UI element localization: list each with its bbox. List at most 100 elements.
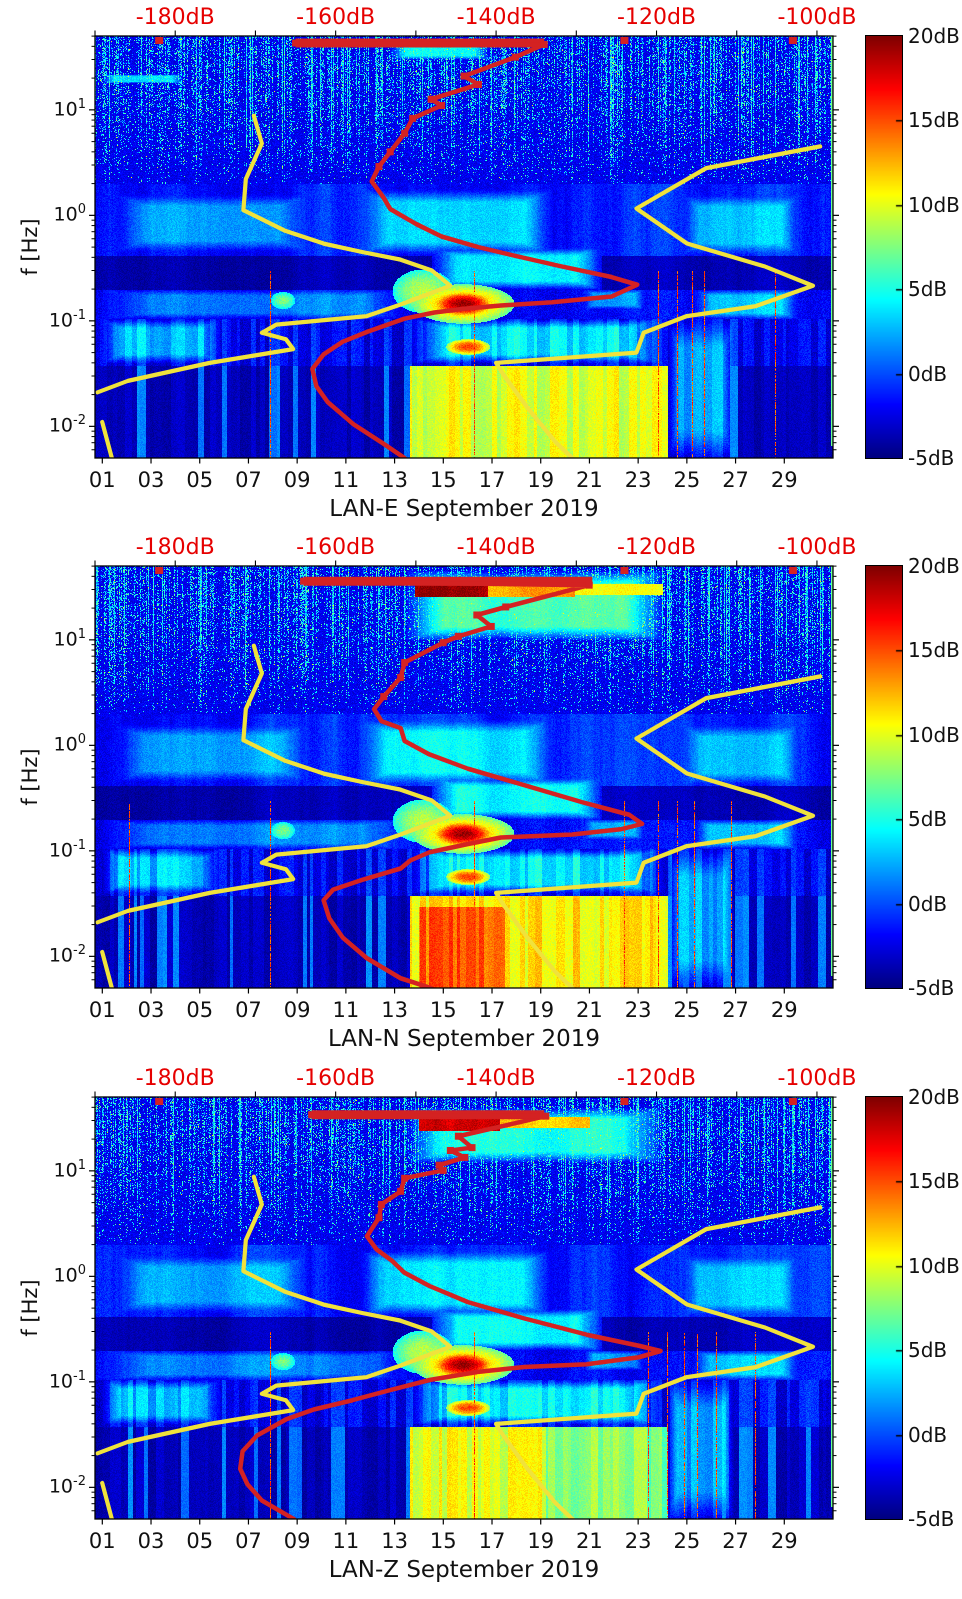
y-tick-label: 101	[8, 627, 86, 650]
x-tick-label: 23	[624, 1529, 652, 1553]
top-axis-label: -180dB	[135, 535, 215, 560]
y-tick-base: 10	[48, 944, 74, 967]
x-tick-label: 25	[673, 468, 701, 492]
colorbar-label: 20dB	[908, 554, 960, 578]
x-tick-label: 13	[381, 1529, 408, 1553]
top-axis-label: -160dB	[296, 535, 376, 560]
top-axis-label: -140dB	[456, 1066, 536, 1091]
x-tick-label: 05	[186, 1529, 214, 1553]
top-axis-label: -180dB	[135, 5, 215, 30]
colorbar-lan-n	[865, 565, 903, 989]
top-axis-label: -120dB	[617, 5, 697, 30]
x-tick-label: 09	[283, 468, 311, 492]
y-tick-base: 10	[53, 1264, 78, 1287]
y-tick-exponent: 0	[77, 732, 86, 748]
top-axis-label: -100dB	[777, 1066, 857, 1091]
x-tick-label: 03	[137, 468, 165, 492]
top-axis-label: -140dB	[456, 535, 536, 560]
x-tick-label: 01	[88, 1529, 116, 1553]
colorbar-label: -5dB	[908, 1507, 955, 1531]
colorbar-label: 20dB	[908, 24, 960, 48]
x-tick-label: 09	[283, 998, 311, 1022]
x-tick-label: 21	[576, 1529, 603, 1553]
x-tick-label: 15	[429, 468, 457, 492]
colorbar-label: 5dB	[908, 1338, 948, 1363]
colorbar-label: 10dB	[908, 192, 960, 217]
y-tick-label: 10-2	[8, 1474, 86, 1497]
y-axis-label: f [Hz]	[18, 1279, 42, 1337]
colorbar-label: 5dB	[908, 807, 948, 832]
y-tick-label: 10-2	[8, 413, 86, 436]
y-tick-base: 10	[53, 1159, 78, 1182]
x-tick-label: 27	[722, 468, 749, 492]
y-tick-exponent: 1	[77, 96, 86, 112]
y-tick-base: 10	[53, 628, 78, 651]
x-tick-label: 29	[770, 998, 798, 1022]
colorbar-label: 0dB	[908, 1422, 948, 1447]
colorbar-label: 20dB	[908, 1085, 960, 1109]
y-tick-exponent: -1	[73, 1368, 86, 1384]
y-tick-base: 10	[48, 309, 74, 332]
x-tick-label: 05	[186, 468, 214, 492]
x-tick-label: 13	[381, 468, 408, 492]
y-tick-label: 100	[8, 1263, 86, 1286]
x-tick-label: 07	[235, 998, 262, 1022]
y-tick-base: 10	[48, 1475, 74, 1498]
x-tick-label: 05	[186, 998, 214, 1022]
top-axis-label: -180dB	[135, 1066, 215, 1091]
y-tick-label: 101	[8, 97, 86, 120]
x-tick-label: 19	[527, 1529, 555, 1553]
y-tick-base: 10	[48, 839, 74, 862]
top-axis-label: -160dB	[296, 1066, 376, 1091]
colorbar-label: -5dB	[908, 446, 955, 470]
x-tick-label: 03	[137, 998, 165, 1022]
panel-title-lan-n: LAN-N September 2019	[327, 1026, 601, 1052]
x-tick-label: 23	[624, 468, 652, 492]
colorbar-lan-z	[865, 1096, 903, 1520]
x-tick-label: 29	[770, 468, 798, 492]
x-tick-label: 03	[137, 1529, 165, 1553]
x-tick-label: 25	[673, 998, 701, 1022]
y-tick-base: 10	[48, 1370, 74, 1393]
y-tick-label: 10-2	[8, 943, 86, 966]
colorbar-label: -5dB	[908, 976, 955, 1000]
y-tick-exponent: -1	[73, 837, 86, 853]
colorbar-label: 0dB	[908, 891, 948, 916]
colorbar-label: 15dB	[908, 1169, 960, 1194]
y-axis-label: f [Hz]	[18, 218, 42, 276]
y-tick-exponent: -2	[73, 943, 86, 959]
y-tick-exponent: -2	[73, 1474, 86, 1490]
x-tick-label: 25	[673, 1529, 701, 1553]
colorbar-label: 10dB	[908, 722, 960, 747]
y-tick-base: 10	[53, 733, 78, 756]
y-tick-label: 10-1	[8, 308, 86, 331]
x-tick-label: 09	[283, 1529, 311, 1553]
top-axis-label: -160dB	[296, 5, 376, 30]
x-tick-label: 19	[527, 468, 555, 492]
spectrogram-canvas-lan-z	[95, 1097, 833, 1519]
x-tick-label: 21	[576, 468, 603, 492]
x-tick-label: 07	[235, 468, 262, 492]
x-tick-label: 13	[381, 998, 408, 1022]
x-tick-label: 29	[770, 1529, 798, 1553]
y-tick-label: 10-1	[8, 1369, 86, 1392]
colorbar-label: 10dB	[908, 1253, 960, 1278]
top-axis-label: -120dB	[617, 1066, 697, 1091]
y-tick-base: 10	[53, 203, 78, 226]
y-tick-exponent: 0	[77, 1263, 86, 1279]
x-tick-label: 01	[88, 998, 116, 1022]
x-tick-label: 11	[332, 468, 360, 492]
y-tick-label: 101	[8, 1158, 86, 1181]
y-tick-base: 10	[48, 414, 74, 437]
top-axis-label: -100dB	[777, 535, 857, 560]
y-axis-label: f [Hz]	[18, 748, 42, 806]
y-tick-exponent: -1	[73, 307, 86, 323]
y-tick-base: 10	[53, 98, 78, 121]
spectrogram-canvas-lan-e	[95, 36, 833, 458]
x-tick-label: 15	[429, 998, 457, 1022]
spectrogram-canvas-lan-n	[95, 566, 833, 988]
colorbar-label: 15dB	[908, 638, 960, 663]
y-tick-label: 10-1	[8, 838, 86, 861]
y-tick-exponent: -2	[73, 413, 86, 429]
